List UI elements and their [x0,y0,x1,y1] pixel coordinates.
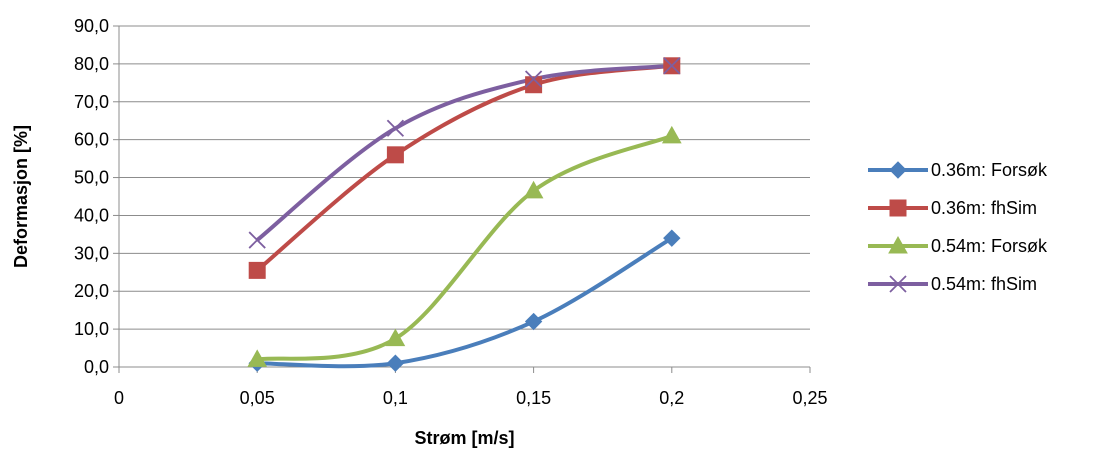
legend: 0.36m: Forsøk 0.36m: fhSim 0.54m: Forsøk 0.… [868,160,1048,294]
legend-label: 0.36m: Forsøk [931,160,1048,180]
y-tick-label: 70,0 [74,92,109,112]
axes [113,25,811,373]
data-point-series-4 [524,70,543,88]
data-point-series-2 [386,146,404,164]
y-tick-label: 20,0 [74,281,109,301]
legend-item: 0.54m: Forsøk [868,235,1048,256]
data-point-series-4 [248,231,266,249]
y-tick-label: 0,0 [84,357,109,377]
series-markers [247,57,682,372]
tick-labels: 0,0 10,0 20,0 30,0 40,0 50,0 60,0 70,0 80,0 90,0 0… [74,16,828,408]
data-point-series-2 [525,76,543,94]
data-point-series-1 [524,312,543,331]
x-tick-label: 0,25 [792,388,827,408]
data-point-series-1 [663,229,681,247]
x-tick-label: 0,15 [516,388,551,408]
y-tick-label: 40,0 [74,205,109,225]
data-point-series-1 [386,354,405,372]
y-tick-label: 80,0 [74,54,109,74]
legend-marker [889,199,907,217]
legend-marker [888,235,908,254]
data-point-series-3 [385,328,406,347]
series-lines [255,63,673,369]
data-point-series-2 [248,261,266,279]
data-point-series-3 [523,180,544,199]
y-tick-label: 30,0 [74,243,109,263]
legend-item: 0.36m: Forsøk [868,160,1048,180]
series-line-3 [256,134,673,362]
series-line-1 [257,236,673,369]
legend-label: 0.54m: Forsøk [931,236,1048,256]
data-point-series-4 [386,119,405,137]
data-point-series-3 [661,125,682,144]
data-point-series-3 [247,349,268,367]
y-tick-label: 50,0 [74,168,109,188]
x-axis-title: Strøm [m/s] [414,428,514,448]
x-tick-label: 0,05 [240,388,275,408]
x-tick-label: 0 [114,388,124,408]
legend-label: 0.54m: fhSim [931,274,1037,294]
x-tick-label: 0,1 [383,388,408,408]
x-tick-label: 0,2 [659,388,684,408]
legend-marker [889,161,907,179]
y-tick-label: 90,0 [74,16,109,36]
series-line-4 [255,63,672,242]
gridlines [119,25,810,330]
legend-item: 0.36m: fhSim [868,198,1037,218]
legend-item: 0.54m: fhSim [868,274,1037,294]
y-axis-title: Deformasjon [%] [11,125,31,268]
legend-marker [889,275,907,293]
y-tick-label: 60,0 [74,130,109,150]
legend-label: 0.36m: fhSim [931,198,1037,218]
y-tick-label: 10,0 [74,319,109,339]
data-point-series-4 [663,57,681,75]
